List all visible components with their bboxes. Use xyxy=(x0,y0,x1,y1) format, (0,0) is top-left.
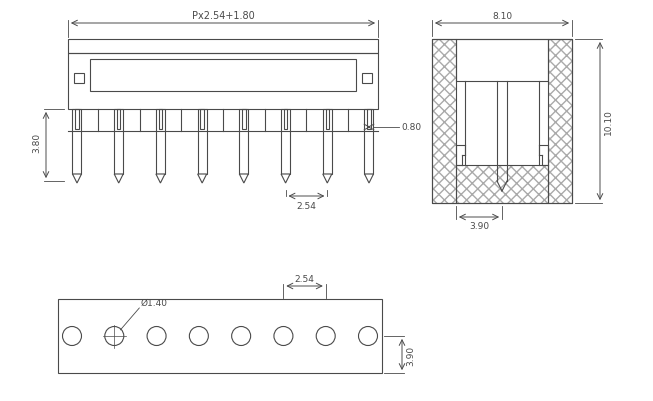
Text: 3.90: 3.90 xyxy=(469,221,489,231)
Polygon shape xyxy=(72,174,82,184)
Bar xyxy=(74,74,84,84)
Bar xyxy=(432,40,572,203)
Bar xyxy=(432,40,456,203)
Bar xyxy=(90,60,356,92)
Text: Ø1.40: Ø1.40 xyxy=(140,298,167,307)
Text: 10.10: 10.10 xyxy=(604,109,613,135)
Bar xyxy=(156,110,165,174)
Bar xyxy=(72,110,82,174)
Polygon shape xyxy=(114,174,123,184)
Polygon shape xyxy=(240,174,248,184)
Bar xyxy=(281,110,290,174)
Text: 0.80: 0.80 xyxy=(401,123,421,132)
Bar xyxy=(456,40,548,82)
Text: Px2.54+1.80: Px2.54+1.80 xyxy=(191,11,255,21)
Bar xyxy=(364,110,374,174)
Bar xyxy=(456,166,548,203)
Bar xyxy=(240,110,248,174)
Bar xyxy=(362,74,372,84)
Text: 2.54: 2.54 xyxy=(296,201,316,211)
Bar xyxy=(58,299,382,373)
Bar xyxy=(432,40,456,203)
Text: 2.54: 2.54 xyxy=(295,274,315,283)
Bar xyxy=(456,166,548,203)
Bar xyxy=(323,110,332,174)
Bar xyxy=(367,110,371,129)
Bar xyxy=(68,40,378,54)
Text: 8.10: 8.10 xyxy=(492,12,512,21)
Bar xyxy=(242,110,246,129)
Bar xyxy=(326,110,329,129)
Bar xyxy=(284,110,287,129)
Bar xyxy=(198,110,206,174)
Bar xyxy=(548,40,572,203)
Polygon shape xyxy=(156,174,165,184)
Bar xyxy=(75,110,79,129)
Polygon shape xyxy=(281,174,290,184)
Bar xyxy=(114,110,123,174)
Polygon shape xyxy=(323,174,332,184)
Polygon shape xyxy=(198,174,206,184)
Bar xyxy=(68,54,378,110)
Bar xyxy=(548,40,572,203)
Text: 3.80: 3.80 xyxy=(33,133,42,153)
Text: 3.90: 3.90 xyxy=(406,344,415,365)
Bar xyxy=(159,110,162,129)
Bar xyxy=(117,110,120,129)
Polygon shape xyxy=(364,174,374,184)
Bar xyxy=(200,110,204,129)
